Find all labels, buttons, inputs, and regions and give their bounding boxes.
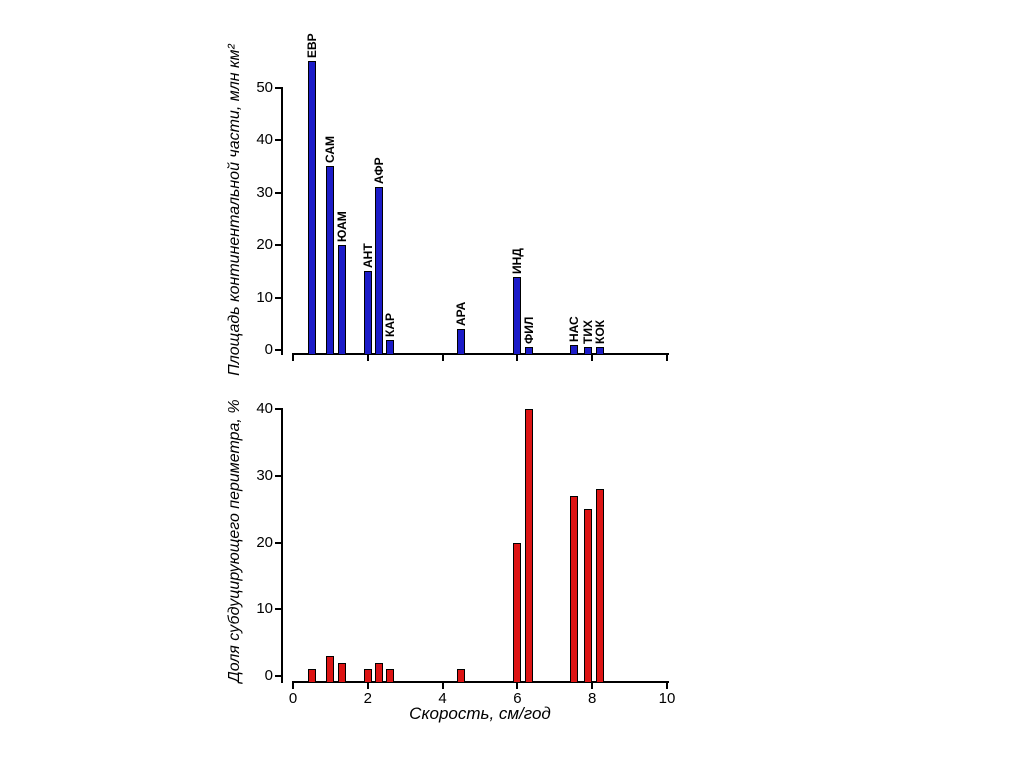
y-tick-label: 10 bbox=[256, 288, 273, 306]
y-tick-label: 40 bbox=[256, 131, 273, 148]
bar bbox=[337, 662, 346, 683]
y-tick-label: 50 bbox=[256, 78, 273, 96]
y-tick bbox=[275, 191, 281, 194]
bar bbox=[513, 542, 522, 683]
x-tick-label: 4 bbox=[438, 690, 447, 707]
x-tick bbox=[292, 355, 294, 361]
y-tick bbox=[275, 541, 281, 544]
y-tick bbox=[275, 244, 281, 246]
x-tick bbox=[591, 355, 594, 361]
bar bbox=[386, 669, 395, 683]
bar bbox=[595, 347, 604, 355]
x-tick bbox=[516, 355, 519, 361]
bar bbox=[457, 669, 466, 683]
x-tick bbox=[366, 355, 369, 361]
bar bbox=[584, 509, 593, 683]
x-axis-title: Скорость, см/год bbox=[409, 704, 551, 723]
bar bbox=[569, 495, 578, 683]
x-tick bbox=[441, 683, 444, 689]
bottom-chart-y-axis-title: Доля субдуцирующего периметра, % bbox=[226, 399, 243, 683]
x-axis-line bbox=[292, 353, 669, 355]
bar bbox=[363, 271, 372, 355]
y-tick bbox=[275, 408, 281, 410]
bar bbox=[595, 489, 604, 683]
y-axis-line bbox=[281, 86, 283, 355]
y-tick bbox=[275, 675, 281, 677]
bar bbox=[584, 347, 593, 355]
y-tick-label: 10 bbox=[256, 600, 273, 618]
top-chart-y-axis-title: Площадь континентальной части, млн км² bbox=[226, 44, 243, 376]
bar bbox=[307, 669, 316, 683]
y-tick bbox=[275, 139, 281, 141]
x-tick bbox=[591, 683, 594, 689]
bar bbox=[524, 347, 533, 355]
y-tick bbox=[275, 608, 281, 611]
x-tick bbox=[441, 355, 444, 361]
bar bbox=[326, 655, 335, 683]
bar bbox=[524, 409, 533, 683]
y-tick-label: 30 bbox=[256, 183, 273, 201]
bar bbox=[337, 245, 346, 355]
x-axis-line bbox=[292, 681, 669, 683]
y-tick-label: 20 bbox=[256, 236, 273, 253]
x-tick-label: 2 bbox=[363, 690, 372, 707]
x-tick bbox=[292, 683, 294, 689]
x-tick-label: 8 bbox=[588, 690, 597, 707]
y-tick-label: 0 bbox=[264, 341, 273, 358]
bar bbox=[326, 166, 335, 355]
bar bbox=[363, 669, 372, 683]
bar bbox=[386, 339, 395, 355]
x-tick-label: 10 bbox=[658, 690, 676, 707]
x-tick-label: 0 bbox=[288, 690, 298, 707]
y-tick-label: 0 bbox=[264, 667, 273, 684]
bar bbox=[457, 329, 466, 355]
y-tick-label: 30 bbox=[256, 466, 273, 484]
y-axis-line bbox=[281, 408, 283, 683]
y-tick bbox=[275, 349, 281, 351]
y-tick bbox=[275, 474, 281, 477]
bar bbox=[375, 662, 384, 683]
x-tick-label: 6 bbox=[513, 690, 522, 707]
y-tick bbox=[275, 86, 281, 89]
x-tick bbox=[666, 683, 668, 689]
bar bbox=[375, 187, 384, 355]
bar bbox=[307, 61, 316, 355]
y-tick bbox=[275, 296, 281, 299]
bar bbox=[513, 276, 522, 355]
y-tick-label: 20 bbox=[256, 533, 273, 551]
bar bbox=[569, 344, 578, 355]
x-tick bbox=[666, 355, 668, 361]
x-tick bbox=[516, 683, 519, 689]
x-tick bbox=[366, 683, 369, 689]
y-tick-label: 40 bbox=[256, 400, 273, 417]
